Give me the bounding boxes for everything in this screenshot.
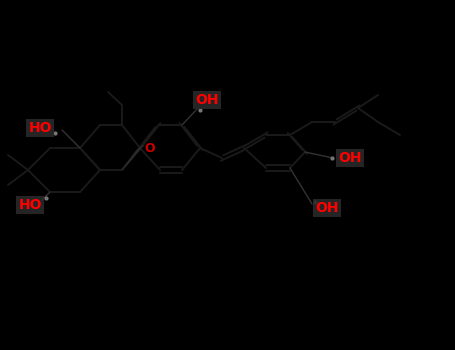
Text: OH: OH [195,93,218,107]
Text: OH: OH [315,201,339,215]
Text: OH: OH [338,151,362,165]
Text: HO: HO [29,121,52,135]
Polygon shape [122,145,143,170]
Text: O: O [145,141,155,154]
Text: HO: HO [19,198,42,212]
